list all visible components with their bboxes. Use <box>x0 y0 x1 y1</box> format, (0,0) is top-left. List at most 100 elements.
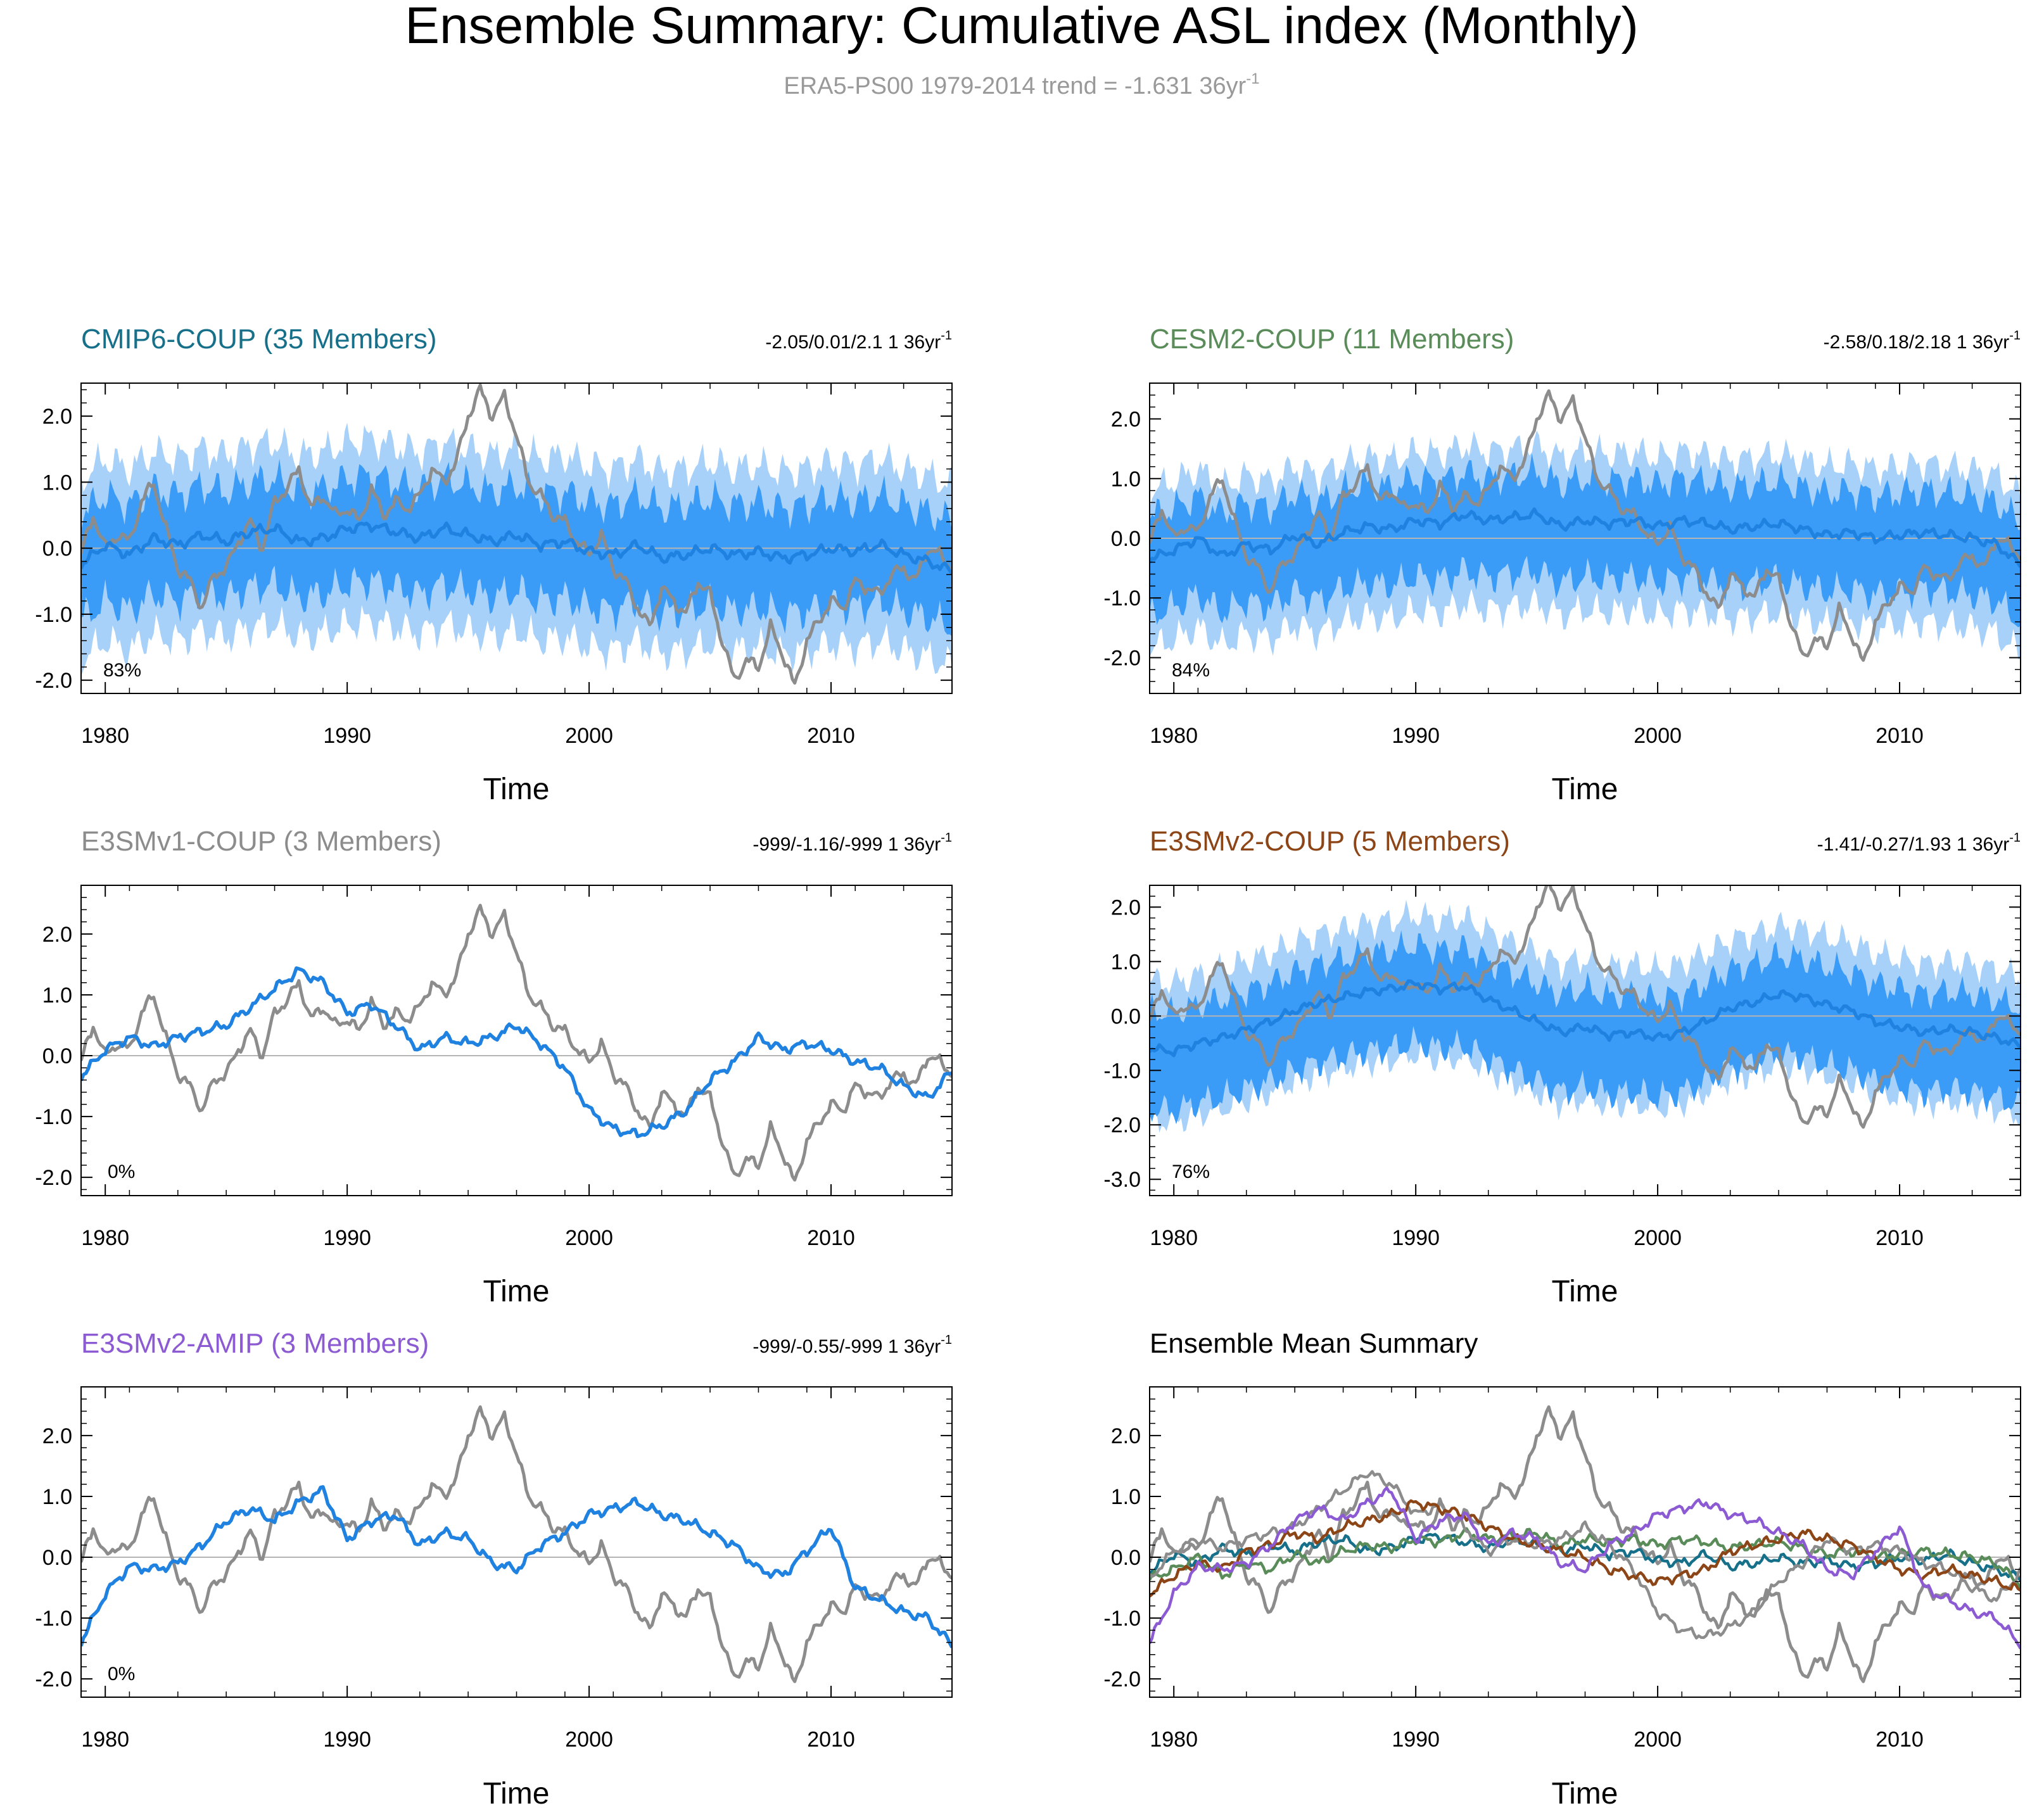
x-tick-label: 1980 <box>81 1226 129 1250</box>
panel-stats: -999/-1.16/-999 1 36yr-1 <box>752 831 952 855</box>
y-tick-label: -2.0 <box>1103 1113 1141 1137</box>
y-tick-label: 1.0 <box>1111 467 1141 491</box>
x-tick-label: 1980 <box>1150 1226 1198 1250</box>
y-tick-label: 2.0 <box>1111 408 1141 432</box>
y-tick-label: 2.0 <box>42 923 72 947</box>
panel-stats: -999/-0.55/-999 1 36yr-1 <box>752 1333 952 1357</box>
percent-label: 83% <box>103 660 141 681</box>
x-axis-label: Time <box>1552 1777 1618 1808</box>
inner-spread-band <box>1150 453 2021 628</box>
inner-spread-band <box>1150 930 2021 1125</box>
axes: -2.0 -1.0 0.0 1.0 2.0 1980 1990 2000 2010 <box>1103 1386 2021 1752</box>
plot-layer: -2.0 -1.0 0.0 1.0 2.0 1980 1990 2000 2010 <box>35 885 953 1250</box>
series-line-e3smv2-coup <box>1150 1499 2021 1598</box>
x-tick-label: 1990 <box>1392 724 1440 748</box>
panel-stats-sup: -1 <box>2009 831 2021 845</box>
x-tick-label: 2010 <box>1876 724 1924 748</box>
plot-area <box>1150 389 2021 662</box>
y-tick-label: -2.0 <box>35 1667 72 1691</box>
panel-title: Ensemble Mean Summary <box>1150 1328 1478 1359</box>
y-tick-label: -1.0 <box>1103 1607 1141 1631</box>
y-tick-label: 2.0 <box>1111 1424 1141 1448</box>
panel-stats-text: -999/-0.55/-999 1 36yr <box>752 1336 941 1357</box>
x-tick-label: 2010 <box>807 1226 855 1250</box>
panel-title: CESM2-COUP (11 Members) <box>1150 324 1514 355</box>
x-axis-label: Time <box>1552 1275 1618 1308</box>
panel-ensemble-mean: Ensemble Mean Summary -2.0 -1.0 0.0 1.0 2.0 1… <box>1103 1328 2021 1808</box>
y-tick-label: 0.0 <box>1111 1004 1141 1028</box>
x-tick-label: 2000 <box>1634 1728 1682 1752</box>
x-tick-label: 2000 <box>565 724 613 748</box>
axes: -2.0 -1.0 0.0 1.0 2.0 1980 1990 2000 2010 <box>1103 382 2021 748</box>
y-tick-label: 0.0 <box>1111 1546 1141 1570</box>
observation-line <box>81 1405 952 1683</box>
y-tick-label: -2.0 <box>35 1166 72 1190</box>
panel-stats-sup: -1 <box>941 1333 952 1347</box>
y-tick-label: 2.0 <box>42 1424 72 1448</box>
observation-line <box>1150 885 2021 1129</box>
y-tick-label: 1.0 <box>42 1485 72 1509</box>
plot-layer: -3.0 -2.0 -1.0 0.0 1.0 2.0 1980 1990 2000 2010 <box>1103 885 2021 1250</box>
panel-e3smv1-coup: E3SMv1-COUP (3 Members) -999/-1.16/-999 … <box>35 826 953 1308</box>
y-tick-label: -3.0 <box>1103 1168 1141 1192</box>
axes: -3.0 -2.0 -1.0 0.0 1.0 2.0 1980 1990 2000 2010 <box>1103 885 2021 1250</box>
inner-spread-band <box>81 458 952 636</box>
observation-line <box>1150 1405 2021 1683</box>
x-tick-label: 1980 <box>81 1728 129 1752</box>
series-line-ensemble-mean <box>1150 507 2021 568</box>
figure-subtitle-text: ERA5-PS00 1979-2014 trend = -1.631 36yr <box>784 73 1246 99</box>
plot-area <box>81 383 952 685</box>
x-tick-label: 2000 <box>565 1728 613 1752</box>
x-tick-label: 1980 <box>1150 724 1198 748</box>
x-tick-label: 1990 <box>323 1728 371 1752</box>
panel-stats-sup: -1 <box>941 329 952 343</box>
x-tick-label: 1990 <box>1392 1226 1440 1250</box>
y-tick-label: -2.0 <box>1103 1667 1141 1691</box>
y-tick-label: -1.0 <box>1103 586 1141 610</box>
x-tick-label: 1990 <box>323 724 371 748</box>
y-tick-label: -2.0 <box>1103 646 1141 670</box>
figure-title: Ensemble Summary: Cumulative ASL index (… <box>405 0 1639 54</box>
y-tick-label: 0.0 <box>42 1044 72 1068</box>
plot-layer: -2.0 -1.0 0.0 1.0 2.0 1980 1990 2000 2010 <box>35 1386 953 1752</box>
panel-cmip6: CMIP6-COUP (35 Members) -2.05/0.01/2.1 1… <box>35 324 953 806</box>
y-tick-label: 1.0 <box>1111 1485 1141 1509</box>
y-tick-label: -1.0 <box>1103 1059 1141 1083</box>
y-tick-label: 1.0 <box>42 983 72 1008</box>
plot-area <box>81 904 952 1182</box>
x-tick-label: 1990 <box>1392 1728 1440 1752</box>
panel-title: E3SMv2-AMIP (3 Members) <box>81 1328 429 1359</box>
observation-line <box>81 383 952 685</box>
x-tick-label: 2010 <box>1876 1728 1924 1752</box>
axes: -2.0 -1.0 0.0 1.0 2.0 1980 1990 2000 2010 <box>35 1386 953 1752</box>
percent-label: 0% <box>108 1664 135 1685</box>
series-line-ensemble-mean <box>81 966 952 1139</box>
x-tick-label: 2000 <box>1634 724 1682 748</box>
percent-label: 0% <box>108 1161 135 1182</box>
plot-area <box>1150 1405 2021 1683</box>
x-tick-label: 2000 <box>1634 1226 1682 1250</box>
panel-stats-text: -999/-1.16/-999 1 36yr <box>752 834 941 855</box>
panel-stats: -2.58/0.18/2.18 1 36yr-1 <box>1824 329 2021 353</box>
x-tick-label: 2010 <box>807 724 855 748</box>
panel-title: E3SMv1-COUP (3 Members) <box>81 826 441 857</box>
x-tick-label: 2010 <box>807 1728 855 1752</box>
x-axis-label: Time <box>1552 773 1618 806</box>
series-line-e3smv2-amip <box>1150 1486 2021 1650</box>
y-tick-label: 2.0 <box>1111 895 1141 920</box>
x-tick-label: 1980 <box>1150 1728 1198 1752</box>
axes: -2.0 -1.0 0.0 1.0 2.0 1980 1990 2000 2010 <box>35 885 953 1250</box>
observation-line <box>1150 389 2021 662</box>
plot-area <box>1150 885 2021 1133</box>
y-tick-label: 0.0 <box>42 1546 72 1570</box>
panel-stats-sup: -1 <box>941 831 952 845</box>
y-tick-label: -2.0 <box>35 669 72 693</box>
y-tick-label: -1.0 <box>35 1607 72 1631</box>
panel-stats-sup: -1 <box>2009 329 2021 343</box>
x-tick-label: 1990 <box>323 1226 371 1250</box>
y-tick-label: -1.0 <box>35 1105 72 1129</box>
percent-label: 84% <box>1172 660 1210 681</box>
plot-layer: -2.0 -1.0 0.0 1.0 2.0 1980 1990 2000 2010 <box>1103 1386 2021 1752</box>
panel-stats: -1.41/-0.27/1.93 1 36yr-1 <box>1817 831 2021 855</box>
